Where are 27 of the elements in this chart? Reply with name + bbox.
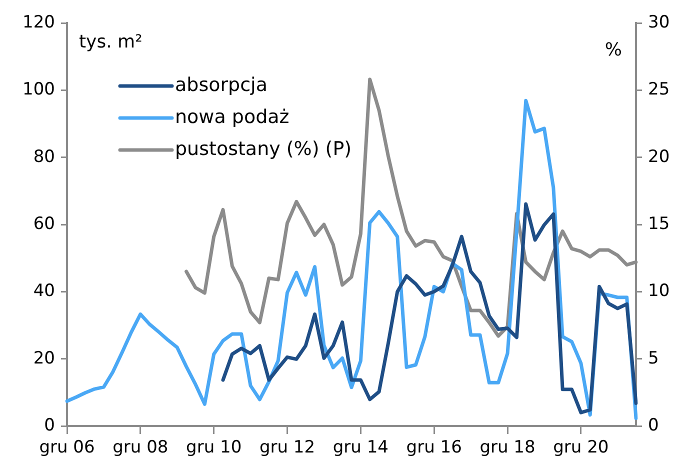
y2-axis-title: % [604, 40, 622, 61]
y2-tick-label: 15 [648, 214, 670, 234]
x-tick-label: gru 20 [553, 438, 609, 458]
x-tick-label: gru 16 [406, 438, 462, 458]
y-tick-label: 120 [22, 12, 55, 32]
x-tick-label: gru 08 [112, 438, 168, 458]
x-tick-label: gru 10 [186, 438, 242, 458]
y2-tick-label: 20 [648, 146, 670, 167]
y2-tick-label: 25 [648, 80, 670, 100]
x-tick-label: gru 18 [480, 438, 536, 458]
x-tick-label: gru 12 [259, 438, 316, 458]
y-tick-label: 20 [33, 348, 55, 368]
legend-label: nowa podaż [175, 106, 290, 128]
y-tick-label: 80 [33, 146, 55, 167]
y-tick-label: 100 [22, 80, 55, 100]
y2-tick-label: 0 [648, 415, 659, 436]
y-tick-label: 40 [33, 281, 55, 302]
x-tick-label: gru 14 [332, 438, 388, 458]
legend-label: pustostany (%) (P) [175, 138, 352, 160]
y2-tick-label: 5 [648, 348, 659, 368]
y2-tick-label: 30 [648, 12, 670, 32]
y2-tick-label: 10 [648, 281, 670, 302]
y-tick-label: 60 [33, 214, 55, 234]
y-tick-label: 0 [44, 415, 55, 436]
legend-label: absorpcja [175, 74, 268, 96]
y-axis-title: tys. m² [79, 32, 142, 53]
x-tick-label: gru 06 [39, 438, 95, 458]
